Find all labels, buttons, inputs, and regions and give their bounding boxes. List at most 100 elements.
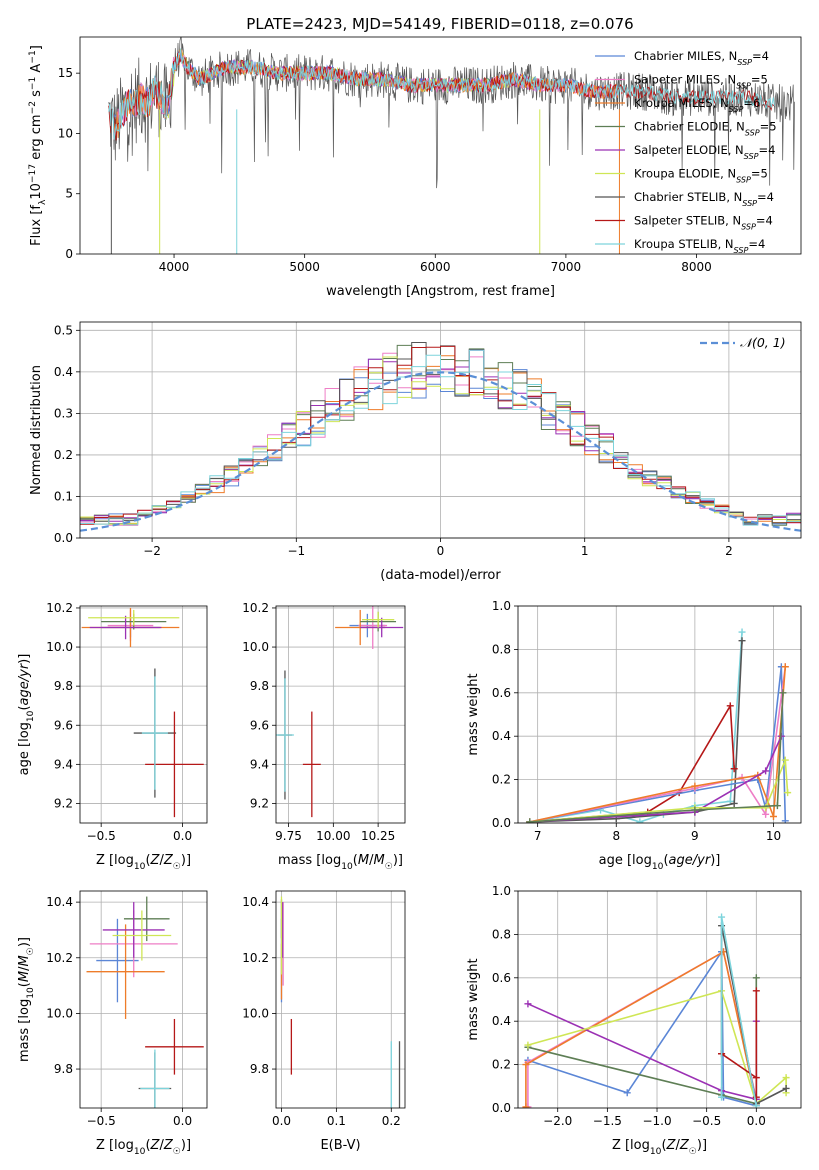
residual-hist-kroupa_stelib	[80, 349, 801, 526]
x-axis-label: (data-model)/error	[380, 568, 501, 583]
errorbar-salpeter_stelib	[145, 1018, 204, 1075]
panel-age_vs_Z: −0.5 0.0 9.2 9.4 9.6 9.8 10.0 10.2 Z [log10(Z/Z☉…	[17, 601, 208, 872]
y-tick-label: 10	[58, 126, 73, 140]
mass-weight-marker-kroupa_elodie	[784, 789, 792, 797]
mass-weight-marker-chabrier_miles	[781, 817, 789, 823]
mass-weight-marker-salpeter_elodie	[762, 767, 770, 775]
y-tick-label: 0.4	[492, 729, 511, 743]
x-tick-label: −1.0	[642, 1114, 671, 1128]
legend-entry-chabrier_elodie: Chabrier ELODIE, NSSP=5	[634, 120, 777, 138]
legend-entry-chabrier_miles: Chabrier MILES, NSSP=4	[634, 49, 769, 67]
x-tick-label: 10	[766, 829, 781, 843]
y-tick-label: 9.2	[54, 796, 73, 810]
mass-weight-line-salpeter_elodie	[529, 735, 783, 823]
axes-frame	[275, 605, 406, 824]
plot-area	[280, 896, 401, 1108]
errorbar-salpeter_stelib	[145, 711, 204, 818]
mass-weight-line-kroupa_miles	[525, 950, 758, 1107]
mass-weight-marker-kroupa_stelib	[718, 1093, 726, 1101]
x-tick-label: 8000	[681, 260, 712, 274]
x-tick-label: 9.75	[275, 829, 302, 843]
y-axis-label: Normed distribution	[29, 365, 44, 495]
legend-entry-salpeter_elodie: Salpeter ELODIE, NSSP=4	[634, 143, 775, 161]
y-tick-label: 9.6	[250, 718, 269, 732]
legend-entry-normal: 𝒩(0, 1)	[740, 335, 786, 350]
y-tick-label: 9.8	[250, 1062, 269, 1076]
mass-weight-line-chabrier_stelib	[529, 640, 743, 823]
x-tick-label: 2	[725, 544, 733, 558]
y-tick-label: 9.2	[250, 796, 269, 810]
mass-weight-line-salpeter_stelib	[721, 990, 758, 1098]
axes-frame	[79, 321, 802, 539]
x-tick-label: 7	[534, 829, 542, 843]
axes-frame	[517, 605, 802, 824]
x-tick-label: 9	[691, 829, 699, 843]
legend-entry-salpeter_miles: Salpeter MILES, NSSP=5	[634, 73, 768, 91]
legend-entry-kroupa_miles: Kroupa MILES, NSSP=6	[634, 96, 760, 114]
mass-weight-line-chabrier_elodie	[529, 692, 784, 823]
x-tick-label: −0.5	[692, 1114, 721, 1128]
x-axis-label: wavelength [Angstrom, rest frame]	[326, 284, 555, 299]
mass-weight-line-kroupa_stelib	[529, 631, 743, 823]
mass-weight-marker-chabrier_elodie	[752, 974, 760, 982]
y-tick-label: 1.0	[492, 884, 511, 898]
y-tick-label: 9.6	[54, 718, 73, 732]
x-tick-label: −1	[287, 544, 305, 558]
x-tick-label: 0.0	[173, 829, 192, 843]
y-axis-label: age [log10(age/yr)]	[17, 654, 36, 776]
axes-frame	[79, 36, 802, 255]
mass-weight-marker-chabrier_elodie	[691, 806, 699, 814]
mass-weight-marker-chabrier_elodie	[773, 802, 781, 810]
y-tick-label: 9.8	[54, 1062, 73, 1076]
x-axis-label: Z [log10(Z/Z☉)]	[96, 1138, 191, 1157]
y-tick-label: 10.4	[46, 895, 73, 909]
plot-area	[81, 607, 204, 818]
y-tick-label: 0.3	[54, 406, 73, 420]
y-axis-label: mass weight	[466, 958, 481, 1040]
y-tick-label: 0.6	[492, 971, 511, 985]
panel-mass_vs_Z: −0.5 0.0 9.8 10.0 10.2 10.4 Z [log10(Z/Z☉)] mas…	[17, 890, 208, 1157]
legend-entry-kroupa_elodie: Kroupa ELODIE, NSSP=5	[634, 167, 768, 185]
x-tick-label: 0	[437, 544, 445, 558]
mass-weight-marker-salpeter_miles	[762, 810, 770, 818]
errorbar-kroupa_elodie	[112, 910, 172, 961]
plot-area	[522, 913, 790, 1108]
x-tick-label: 0.0	[747, 1114, 766, 1128]
y-tick-label: 0.5	[54, 323, 73, 337]
x-tick-label: 0.1	[327, 1114, 346, 1128]
panel-mass_weight_vs_age: 7 8 9 10 0.0 0.2 0.4 0.6 0.8 1.0 age [log10(age/yr…	[466, 599, 802, 872]
x-tick-label: 0.2	[382, 1114, 401, 1128]
axes-frame	[517, 890, 802, 1109]
plot-area	[108, 37, 795, 254]
plot-area	[276, 606, 404, 818]
y-tick-label: 10.4	[242, 895, 269, 909]
x-tick-label: 4000	[159, 260, 190, 274]
figure-title: PLATE=2423, MJD=54149, FIBERID=0118, z=0…	[246, 15, 633, 33]
errorbar-salpeter_elodie	[360, 617, 404, 638]
y-tick-label: 0.8	[492, 927, 511, 941]
axes-frame	[79, 605, 208, 824]
y-tick-label: 0	[65, 247, 73, 261]
x-tick-label: −0.5	[87, 829, 116, 843]
legend-entry-kroupa_stelib: Kroupa STELIB, NSSP=4	[634, 237, 765, 255]
mass-weight-marker-kroupa_elodie	[524, 1041, 532, 1049]
mass-weight-marker-salpeter_stelib	[752, 1074, 760, 1082]
spectrum-line-kroupa_stelib	[108, 48, 775, 140]
mass-weight-marker-kroupa_elodie	[781, 756, 789, 764]
x-tick-label: 0.0	[173, 1114, 192, 1128]
y-tick-label: 10.0	[242, 640, 269, 654]
plot-area	[526, 628, 792, 823]
y-tick-label: 0.2	[492, 1058, 511, 1072]
mass-weight-marker-salpeter_stelib	[752, 987, 760, 995]
x-axis-label: Z [log10(Z/Z☉)]	[612, 1138, 707, 1157]
panel-mass_vs_ebv: 0.0 0.1 0.2 9.8 10.0 10.2 10.4 E(B-V)	[242, 890, 406, 1153]
mass-weight-line-kroupa_stelib	[720, 916, 758, 1106]
residual-hist-salpeter_stelib	[80, 345, 801, 525]
mass-weight-marker-chabrier_miles	[623, 1089, 631, 1097]
mass-weight-marker-kroupa_miles	[769, 812, 777, 820]
y-tick-label: 0.8	[492, 642, 511, 656]
mass-weight-marker-kroupa_miles	[691, 782, 699, 790]
mass-weight-marker-kroupa_stelib	[752, 1102, 760, 1108]
y-tick-label: 0.2	[54, 448, 73, 462]
